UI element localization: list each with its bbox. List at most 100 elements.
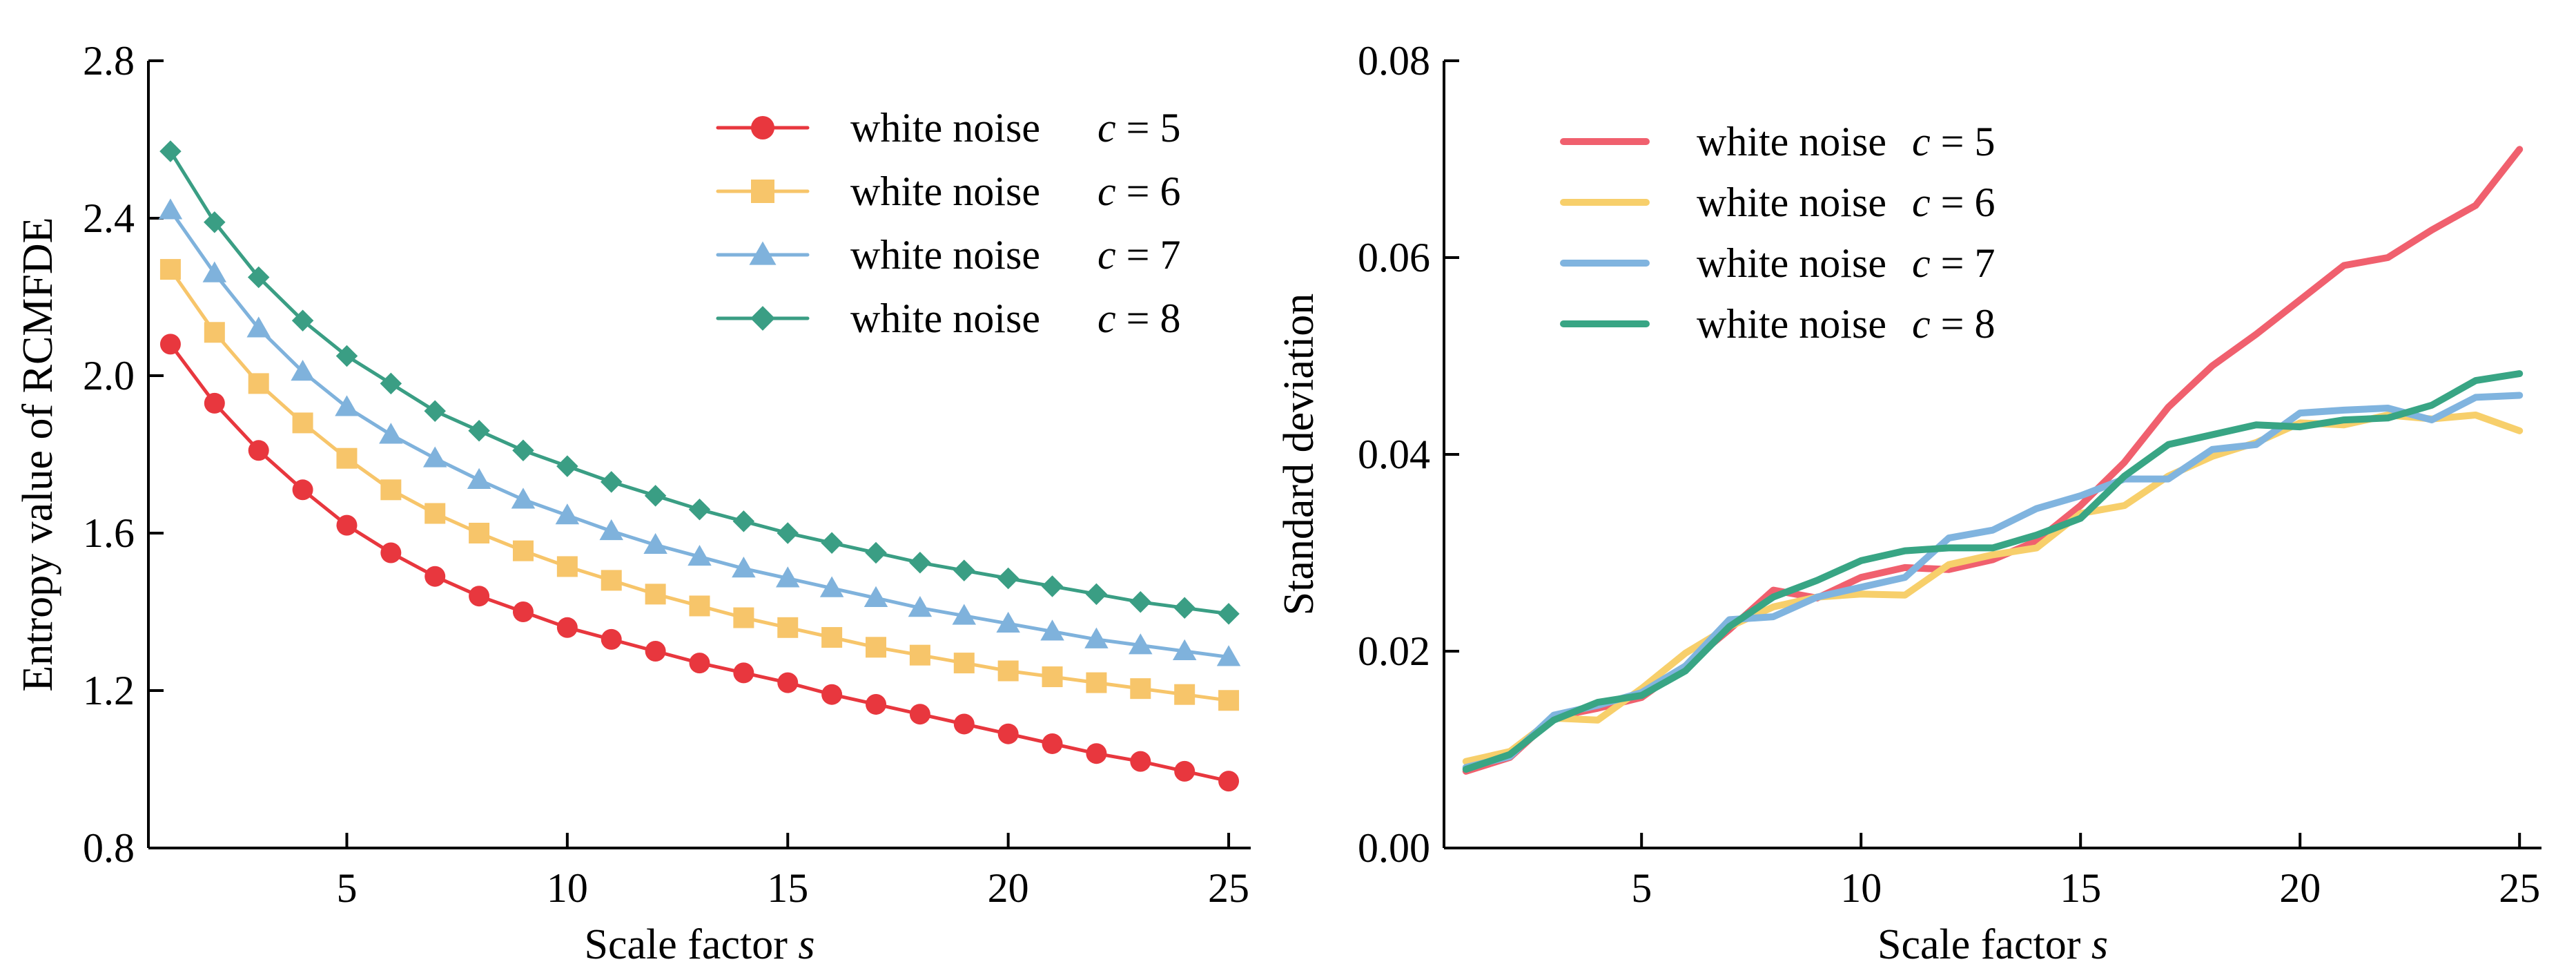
- y-axis-title: Entropy value of RCMFDE: [14, 217, 61, 691]
- data-point: [733, 662, 754, 684]
- data-point: [1042, 666, 1063, 688]
- data-point: [997, 567, 1019, 590]
- data-point: [380, 542, 402, 563]
- legend-param: c = 8: [1912, 301, 1995, 347]
- data-point: [1172, 639, 1197, 660]
- legend-item: white noise c = 5: [716, 105, 1180, 151]
- data-point: [821, 684, 843, 705]
- data-point: [424, 400, 446, 423]
- legend-label: white noise: [850, 232, 1040, 278]
- y-axis-title: Standard deviation: [1276, 293, 1323, 616]
- data-point: [159, 334, 181, 355]
- data-point: [776, 566, 800, 588]
- data-point: [645, 584, 666, 605]
- x-tick-label: 15: [767, 865, 808, 911]
- data-point: [247, 266, 270, 289]
- data-point: [687, 544, 712, 566]
- data-point: [512, 601, 534, 622]
- data-point: [821, 627, 843, 648]
- data-point: [863, 586, 888, 607]
- legend-label: white noise: [1697, 119, 1886, 164]
- data-point: [997, 660, 1019, 682]
- data-point: [1086, 672, 1107, 693]
- data-point: [1041, 575, 1064, 597]
- y-tick-label: 0.02: [1358, 628, 1430, 674]
- data-point: [425, 566, 446, 587]
- legend-label: white noise: [1697, 240, 1886, 286]
- data-point: [777, 522, 799, 544]
- data-point: [1130, 678, 1151, 700]
- data-point: [953, 653, 975, 674]
- series-line: [1462, 412, 2524, 765]
- data-point: [644, 485, 667, 507]
- y-tick-label: 1.6: [83, 510, 135, 556]
- data-point: [819, 576, 844, 597]
- data-point: [997, 723, 1019, 744]
- y-tick-label: 1.2: [83, 668, 135, 713]
- legend-param: c = 7: [1912, 240, 1995, 286]
- data-point: [1216, 645, 1241, 666]
- data-point: [159, 140, 182, 162]
- data-point: [732, 510, 755, 532]
- data-point: [1040, 619, 1064, 641]
- legend-param: c = 5: [1097, 105, 1180, 151]
- series-c-8: [159, 140, 1240, 625]
- legend-item: white noise c = 8: [716, 296, 1180, 341]
- data-point: [601, 628, 622, 650]
- data-point: [292, 412, 313, 434]
- data-point: [556, 617, 578, 638]
- legend-marker: [751, 180, 774, 203]
- data-point: [1129, 591, 1152, 613]
- series-c-6: [1462, 412, 2524, 765]
- data-point: [688, 499, 711, 521]
- legend-item: white noise c = 5: [1560, 119, 1995, 164]
- data-point: [866, 637, 887, 658]
- legend-param: c = 8: [1097, 296, 1180, 341]
- data-point: [291, 309, 314, 331]
- data-point: [335, 345, 358, 367]
- data-point: [422, 446, 447, 468]
- x-axis-title: Scale factor s: [585, 921, 815, 968]
- data-point: [952, 604, 977, 625]
- data-point: [1174, 684, 1196, 705]
- data-point: [777, 672, 799, 693]
- series-c-6: [159, 259, 1240, 711]
- legend-item: white noise c = 6: [1560, 180, 1995, 225]
- legend-label: white noise: [850, 296, 1040, 341]
- data-point: [1173, 597, 1196, 619]
- data-point: [248, 440, 269, 461]
- data-point: [1218, 690, 1240, 711]
- data-point: [996, 611, 1020, 633]
- data-point: [866, 693, 887, 715]
- data-point: [953, 559, 975, 581]
- data-point: [469, 523, 490, 543]
- data-point: [380, 479, 402, 501]
- legend-marker: [749, 241, 777, 265]
- series-c-5: [159, 334, 1240, 792]
- data-point: [821, 532, 843, 554]
- legend-param: c = 6: [1912, 180, 1995, 225]
- data-point: [248, 373, 269, 394]
- std-deviation-chart: 0.00 0.02 0.04 0.06 0.08 5 10 15 20 25 Scale facto…: [1276, 38, 2541, 968]
- data-point: [689, 595, 710, 617]
- x-tick-label: 20: [2279, 865, 2321, 911]
- data-point: [467, 468, 491, 489]
- x-tick-label: 20: [988, 865, 1029, 911]
- data-point: [336, 514, 358, 536]
- legend-item: white noise c = 7: [1560, 240, 1995, 286]
- data-point: [512, 540, 534, 561]
- data-point: [202, 261, 227, 282]
- data-point: [469, 586, 490, 607]
- series-c-7: [158, 198, 1241, 666]
- y-tick-label: 0.06: [1358, 235, 1430, 280]
- data-point: [512, 439, 534, 462]
- x-axis-title: Scale factor s: [1877, 921, 2108, 968]
- data-point: [643, 532, 667, 555]
- data-point: [600, 471, 623, 493]
- x-tick-label: 10: [1840, 865, 1882, 911]
- data-point: [1085, 583, 1108, 606]
- series-line: [1462, 370, 2524, 773]
